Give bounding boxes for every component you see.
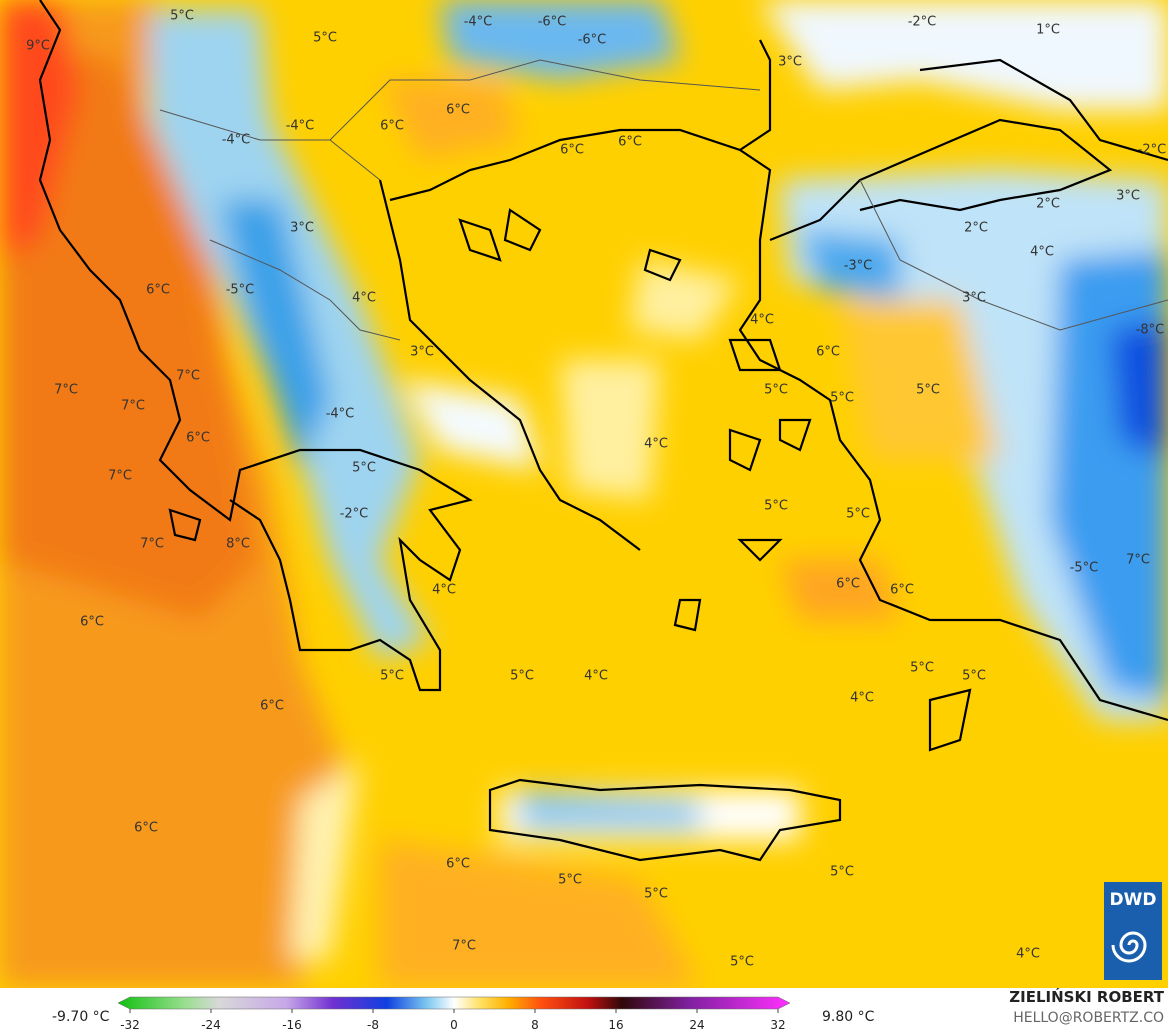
- temp-label: 5°C: [764, 499, 788, 514]
- contact: HELLO@ROBERTZ.CO: [1013, 1010, 1164, 1026]
- tick-label: 32: [770, 1018, 785, 1032]
- temp-label: 4°C: [352, 291, 376, 306]
- colorbar: -9.70 °C 9.80 °C -32 -24 -16 -8 0 8 16 24 32: [52, 996, 875, 1032]
- temp-label: 4°C: [584, 669, 608, 684]
- temp-label: 4°C: [1016, 947, 1040, 962]
- temp-label: 5°C: [916, 383, 940, 398]
- tick-label: -16: [282, 1018, 302, 1032]
- temp-label: -2°C: [908, 15, 937, 30]
- temp-label: 5°C: [846, 507, 870, 522]
- temp-label: 7°C: [140, 537, 164, 552]
- max-label: 9.80 °C: [822, 1009, 875, 1025]
- temp-label: 6°C: [134, 821, 158, 836]
- temp-label: -2°C: [340, 507, 369, 522]
- temp-label: 3°C: [290, 221, 314, 236]
- temp-label: 2°C: [964, 221, 988, 236]
- temp-label: 7°C: [54, 383, 78, 398]
- temp-label: 4°C: [432, 583, 456, 598]
- temp-label: 3°C: [962, 291, 986, 306]
- tick-label: -32: [120, 1018, 140, 1032]
- temp-label: 5°C: [352, 461, 376, 476]
- temp-label: -4°C: [464, 15, 493, 30]
- temp-label: 1°C: [1036, 23, 1060, 38]
- temp-label: 6°C: [380, 119, 404, 134]
- temp-label: 5°C: [170, 9, 194, 24]
- temp-label: -4°C: [222, 133, 251, 148]
- temp-label: 5°C: [380, 669, 404, 684]
- temp-label: -3°C: [844, 259, 873, 274]
- borders: [159, 59, 1168, 341]
- temp-label: 5°C: [313, 31, 337, 46]
- temp-label: 6°C: [560, 143, 584, 158]
- colorbar-ticks: -32 -24 -16 -8 0 8 16 24 32: [120, 1009, 786, 1032]
- temp-label: 7°C: [1126, 553, 1150, 568]
- temp-label: 9°C: [26, 39, 50, 54]
- temp-label: 5°C: [730, 955, 754, 970]
- temp-label: 7°C: [176, 369, 200, 384]
- coastlines: [38, 0, 1168, 862]
- temp-label: 4°C: [1030, 245, 1054, 260]
- temp-label: -4°C: [326, 407, 355, 422]
- temp-label: -6°C: [538, 15, 567, 30]
- temperature-field: [0, 0, 1168, 988]
- temp-label: 6°C: [618, 135, 642, 150]
- tick-label: -24: [201, 1018, 221, 1032]
- temp-label: -5°C: [226, 283, 255, 298]
- temp-label: 6°C: [260, 699, 284, 714]
- temp-label: 7°C: [121, 399, 145, 414]
- tick-label: 16: [608, 1018, 623, 1032]
- temp-label: 7°C: [452, 939, 476, 954]
- temp-label: -6°C: [578, 33, 607, 48]
- temp-label: 6°C: [446, 103, 470, 118]
- temp-label: 7°C: [108, 469, 132, 484]
- author: ZIELIŃSKI ROBERT: [1009, 987, 1164, 1006]
- temp-label: 8°C: [226, 537, 250, 552]
- tick-label: -8: [367, 1018, 379, 1032]
- temp-label: 3°C: [778, 55, 802, 70]
- temp-label: 6°C: [446, 857, 470, 872]
- temp-label: 4°C: [644, 437, 668, 452]
- min-label: -9.70 °C: [52, 1009, 110, 1025]
- temp-label: 6°C: [186, 431, 210, 446]
- temp-label: 2°C: [1036, 197, 1060, 212]
- temp-label: 5°C: [644, 887, 668, 902]
- temp-label: 5°C: [558, 873, 582, 888]
- temp-label: 3°C: [1116, 189, 1140, 204]
- footer: [0, 988, 1168, 1035]
- tick-label: 8: [531, 1018, 539, 1032]
- temp-label: 5°C: [764, 383, 788, 398]
- temp-label: 5°C: [910, 661, 934, 676]
- dwd-logo: DWD: [1104, 882, 1162, 980]
- tick-label: 24: [689, 1018, 704, 1032]
- temp-label: 6°C: [836, 577, 860, 592]
- temp-label: 5°C: [830, 865, 854, 880]
- temperature-labels: 9°C 5°C 5°C -4°C -6°C -6°C -2°C 1°C 3°C 6°C 6°C -4°…: [26, 9, 1166, 970]
- temp-label: 5°C: [962, 669, 986, 684]
- temp-label: 6°C: [146, 283, 170, 298]
- temp-label: 6°C: [80, 615, 104, 630]
- colorbar-ramp: [117, 996, 791, 1010]
- temp-label: -4°C: [286, 119, 315, 134]
- temp-label: -8°C: [1136, 323, 1165, 338]
- temp-label: 6°C: [890, 583, 914, 598]
- temp-label: -2°C: [1138, 143, 1167, 158]
- temp-label: -5°C: [1070, 561, 1099, 576]
- logo-swirl: [1111, 931, 1147, 963]
- temp-label: 4°C: [850, 691, 874, 706]
- tick-label: 0: [450, 1018, 458, 1032]
- temp-label: 6°C: [816, 345, 840, 360]
- logo-text: DWD: [1110, 890, 1157, 910]
- temp-label: 3°C: [410, 345, 434, 360]
- logo-box: [1104, 882, 1162, 980]
- temp-label: 5°C: [830, 391, 854, 406]
- temp-label: 5°C: [510, 669, 534, 684]
- temp-label: 4°C: [750, 313, 774, 328]
